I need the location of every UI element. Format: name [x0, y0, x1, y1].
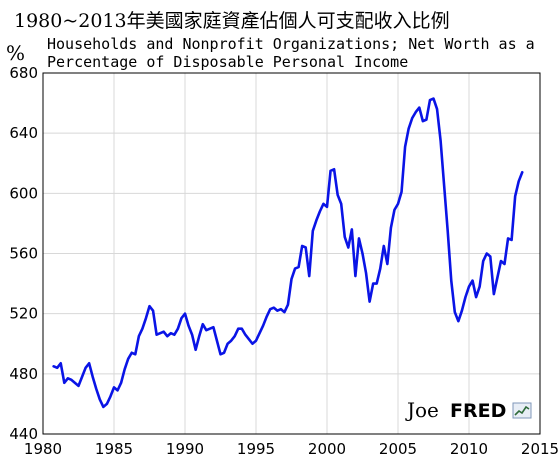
x-tick-labels: 1980 1985 1990 1995 2000 2005 2010 2015: [24, 440, 558, 458]
series-group: [52, 97, 524, 409]
chart-title: 1980~2013年美國家庭資產佔個人可支配收入比例: [14, 10, 450, 32]
fred-logo-text: FRED: [450, 400, 506, 422]
chart-subtitle-line-2: Percentage of Disposable Personal Income: [47, 53, 408, 71]
y-tick-label: 440: [9, 425, 38, 443]
x-tick-label: 2005: [379, 440, 417, 458]
grid-lines: [43, 73, 540, 434]
fred-logo-chart-icon: [512, 402, 532, 419]
plot-frame: [42, 72, 541, 435]
x-tick-label: 1980: [24, 440, 62, 458]
y-tick-label: 520: [9, 305, 38, 323]
x-tick-label: 1990: [166, 440, 204, 458]
fred-logo: FRED: [450, 400, 532, 422]
series-line-0: [52, 97, 524, 409]
chart-subtitle-line-1: Households and Nonprofit Organizations; …: [47, 35, 535, 53]
y-tick-label: 640: [9, 124, 38, 142]
y-tick-labels: 440 480 520 560 600 640 680: [9, 64, 38, 443]
y-tick-label: 560: [9, 245, 38, 263]
y-axis-unit-label: %: [6, 41, 25, 65]
x-tick-label: 2000: [308, 440, 346, 458]
watermark-joe: Joe: [405, 398, 439, 422]
y-tick-label: 600: [9, 184, 38, 202]
y-tick-label: 680: [9, 64, 38, 82]
x-tick-label: 1995: [237, 440, 275, 458]
x-tick-label: 1985: [95, 440, 133, 458]
x-tick-label: 2010: [450, 440, 488, 458]
y-tick-label: 480: [9, 365, 38, 383]
x-tick-label: 2015: [521, 440, 558, 458]
